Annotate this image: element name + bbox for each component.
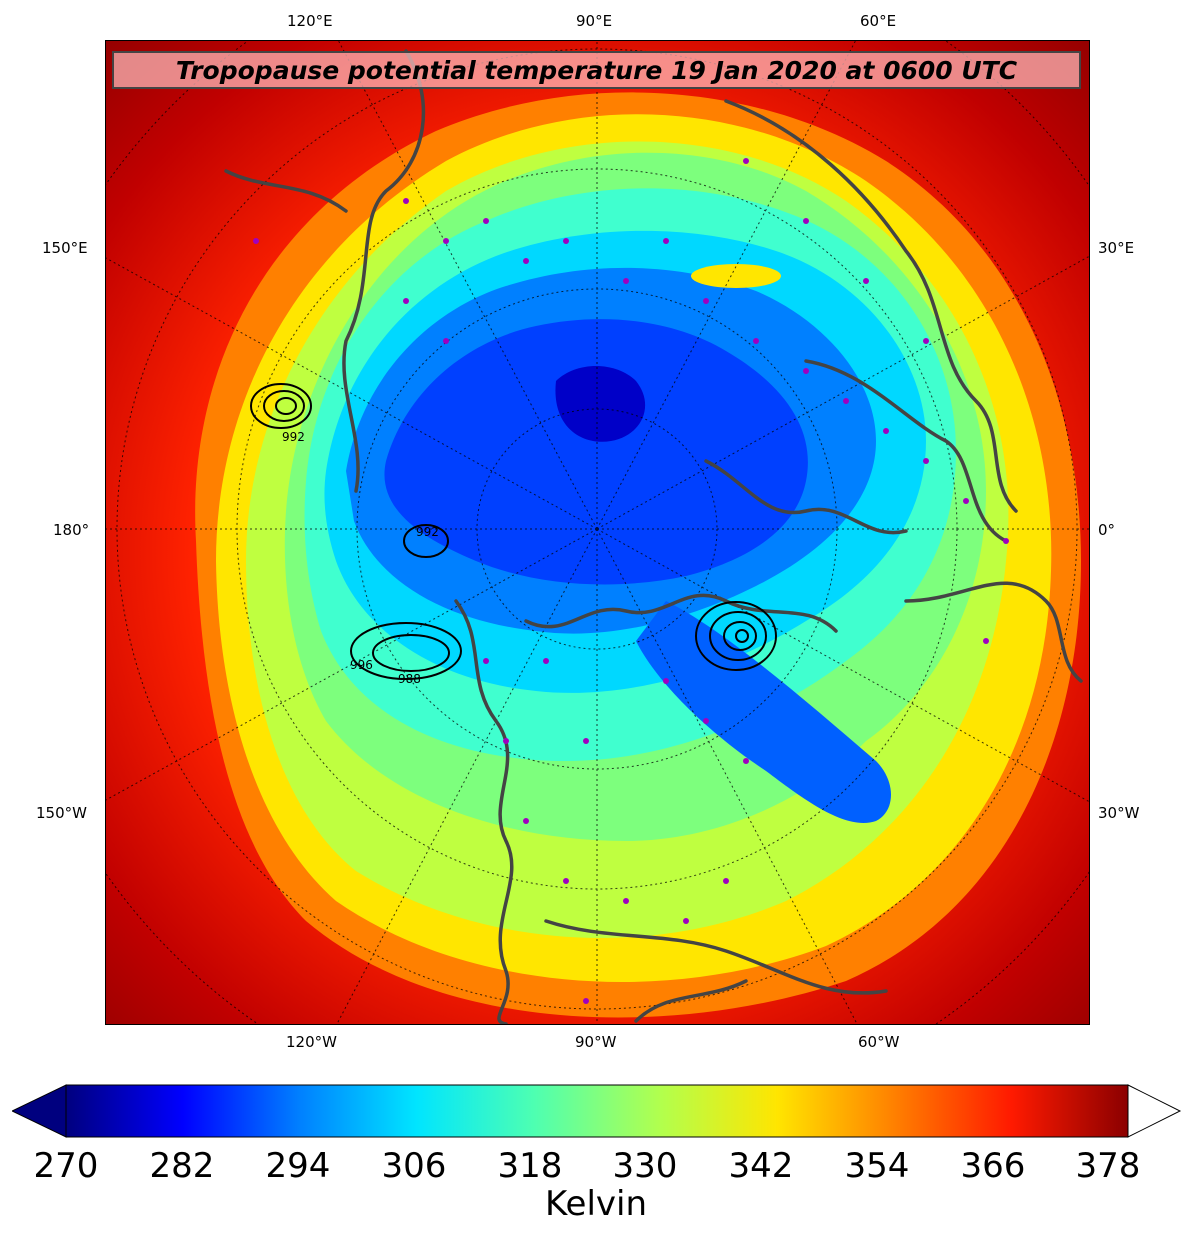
lon-label-top: 90°E xyxy=(576,12,613,30)
colorbar-tick: 342 xyxy=(728,1146,794,1186)
colorbar-tick: 378 xyxy=(1075,1146,1141,1186)
blue-dark-region xyxy=(555,366,646,442)
blue-region xyxy=(384,319,808,585)
pressure-label: 992 xyxy=(282,430,305,444)
colorbar-min-extend xyxy=(12,1084,67,1138)
yellow-blob xyxy=(691,264,781,288)
pressure-label: 996 xyxy=(350,658,373,672)
colorbar-max-extend xyxy=(1127,1084,1182,1138)
colorbar-label: Kelvin xyxy=(544,1184,648,1224)
map-title: Tropopause potential temperature 19 Jan … xyxy=(175,55,1018,85)
lon-label-right: 30°W xyxy=(1098,804,1140,822)
map-panel: 992 988 996 992 xyxy=(105,40,1090,1025)
lon-label-left: 150°W xyxy=(36,804,87,822)
colorbar-tick: 330 xyxy=(612,1146,678,1186)
colorbar-gradient xyxy=(65,1084,1129,1138)
lon-label-top: 60°E xyxy=(860,12,897,30)
colorbar-tick: 354 xyxy=(844,1146,910,1186)
colorbar-tick: 282 xyxy=(149,1146,215,1186)
colorbar-tick: 270 xyxy=(33,1146,99,1186)
station-markers xyxy=(253,158,1009,1004)
colorbar-tick: 306 xyxy=(381,1146,447,1186)
title-box: Tropopause potential temperature 19 Jan … xyxy=(112,51,1081,89)
colorbar-tick: 294 xyxy=(265,1146,331,1186)
lon-label-left: 150°E xyxy=(42,239,88,257)
blue-tongue xyxy=(636,601,891,823)
graticule xyxy=(106,41,1089,1024)
pressure-label: 992 xyxy=(416,525,439,539)
lon-label-bottom: 90°W xyxy=(575,1033,617,1051)
lon-label-bottom: 120°W xyxy=(286,1033,337,1051)
coastlines xyxy=(224,49,1083,1024)
pressure-label: 988 xyxy=(398,672,421,686)
lon-label-left: 180° xyxy=(53,521,90,539)
lon-label-right: 30°E xyxy=(1098,239,1135,257)
tropopause-map: 992 988 996 992 xyxy=(106,41,1089,1024)
lon-label-top: 120°E xyxy=(287,12,333,30)
colorbar xyxy=(12,1084,1182,1138)
colorbar-tick: 318 xyxy=(497,1146,563,1186)
pressure-contours xyxy=(250,383,777,680)
lon-label-bottom: 60°W xyxy=(858,1033,900,1051)
colorbar-tick: 366 xyxy=(960,1146,1026,1186)
lon-label-right: 0° xyxy=(1098,521,1116,539)
